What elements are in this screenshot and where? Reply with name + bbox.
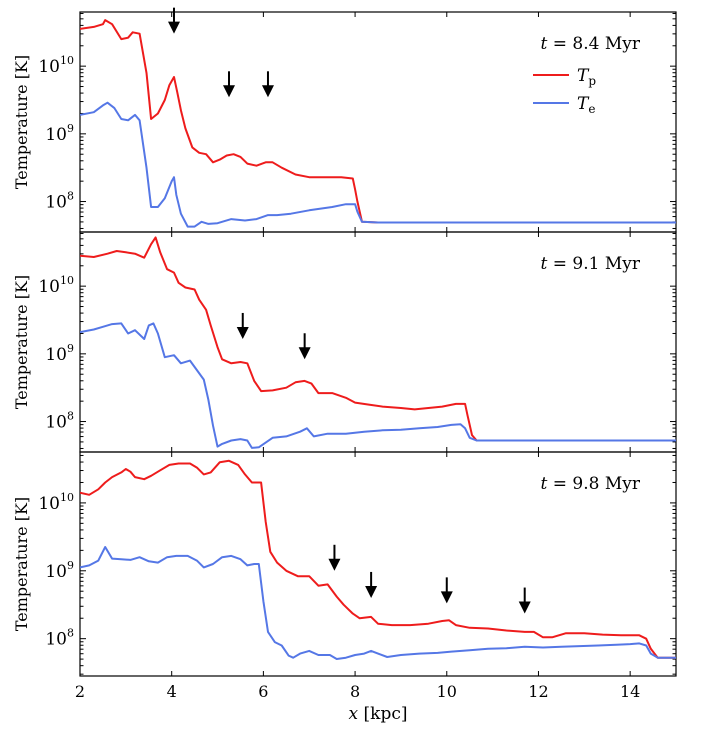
x-axis-label: x [kpc] <box>349 704 408 724</box>
x-tick-label: 8 <box>350 682 360 701</box>
y-tick-label: 108 <box>45 190 74 213</box>
y-tick-label: 109 <box>45 122 74 145</box>
y-tick-label: 109 <box>45 559 74 582</box>
series-line-tp <box>80 19 676 224</box>
time-annotation: t = 9.1 Myr <box>541 254 641 274</box>
arrow-marker <box>236 312 249 339</box>
x-tick-label: 4 <box>167 682 177 701</box>
panel-2: 108 109 1010 Temperature [K] t = 9.1 Myr <box>12 231 677 453</box>
panel-1: 108 109 1010 Temperature [K] t = 8.4 Myr Tp Te <box>12 7 677 233</box>
y-tick-label: 1010 <box>38 54 74 77</box>
legend-entry-te: Te <box>533 94 595 116</box>
series-line-tp <box>80 236 676 442</box>
arrow-marker <box>440 577 453 604</box>
y-tick-label: 109 <box>45 342 74 365</box>
y-tick-label: 1010 <box>38 274 74 297</box>
x-tick-label: 2 <box>75 682 85 701</box>
x-tick-label: 10 <box>437 682 457 701</box>
arrow-marker <box>223 71 235 98</box>
y-axis-label: Temperature [K] <box>12 497 31 631</box>
legend-label: Tp <box>577 66 596 88</box>
y-tick-label: 1010 <box>38 491 74 514</box>
series-group <box>80 236 676 449</box>
arrow-marker <box>365 571 378 598</box>
series-group <box>80 459 676 660</box>
series-group <box>80 19 676 228</box>
legend-entry-tp: Tp <box>533 66 596 88</box>
x-tick-label: 6 <box>258 682 268 701</box>
arrow-marker <box>261 71 274 98</box>
series-line-te <box>80 546 676 660</box>
time-annotation: t = 8.4 Myr <box>541 34 641 54</box>
legend-label: Te <box>577 94 595 116</box>
x-tick-label: 12 <box>528 682 548 701</box>
series-line-tp <box>80 459 676 659</box>
series-line-te <box>80 322 676 449</box>
arrow-marker <box>518 587 531 614</box>
series-line-te <box>80 101 676 228</box>
y-axis-label: Temperature [K] <box>12 55 31 189</box>
y-tick-label: 108 <box>45 627 74 650</box>
x-tick-label: 14 <box>620 682 640 701</box>
plot-frame <box>79 451 677 677</box>
arrow-marker <box>167 7 180 34</box>
arrow-marker <box>328 544 341 571</box>
time-annotation: t = 9.8 Myr <box>541 474 641 494</box>
panel-3: 108 109 1010 2 4 6 8 10 12 14 Temperature [K] x [kp… <box>12 451 677 724</box>
y-axis-label: Temperature [K] <box>12 275 31 409</box>
y-tick-label: 108 <box>45 410 74 433</box>
arrow-marker <box>298 333 311 360</box>
